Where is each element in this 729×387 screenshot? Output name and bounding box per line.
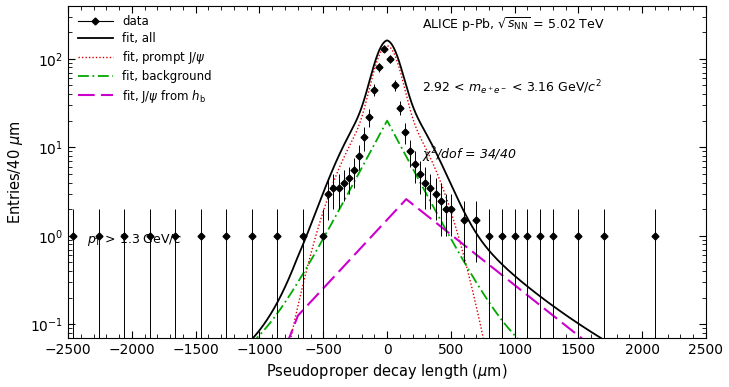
Text: $\chi^2$/dof = 34/40: $\chi^2$/dof = 34/40 (422, 145, 517, 165)
X-axis label: Pseudoproper decay length ($\mu$m): Pseudoproper decay length ($\mu$m) (266, 363, 508, 382)
Y-axis label: Entries/40 $\mu$m: Entries/40 $\mu$m (6, 120, 25, 224)
Text: 2.92 < $m_{e^+e^-}$ < 3.16 GeV/$c^2$: 2.92 < $m_{e^+e^-}$ < 3.16 GeV/$c^2$ (422, 79, 602, 98)
Legend: data, fit, all, fit, prompt J/$\psi$, fit, background, fit, J/$\psi$ from $h_{\r: data, fit, all, fit, prompt J/$\psi$, fi… (73, 10, 217, 109)
Text: ALICE p-Pb, $\sqrt{s_{\rm NN}}$ = 5.02 TeV: ALICE p-Pb, $\sqrt{s_{\rm NN}}$ = 5.02 T… (422, 15, 605, 34)
Text: $p_{\rm T}$ > 1.3 GeV/$c$: $p_{\rm T}$ > 1.3 GeV/$c$ (87, 232, 182, 248)
